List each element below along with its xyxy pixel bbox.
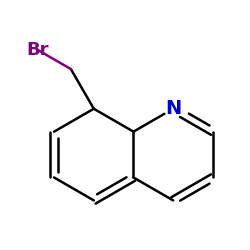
Text: Br: Br [26, 40, 48, 58]
Text: N: N [165, 99, 181, 118]
